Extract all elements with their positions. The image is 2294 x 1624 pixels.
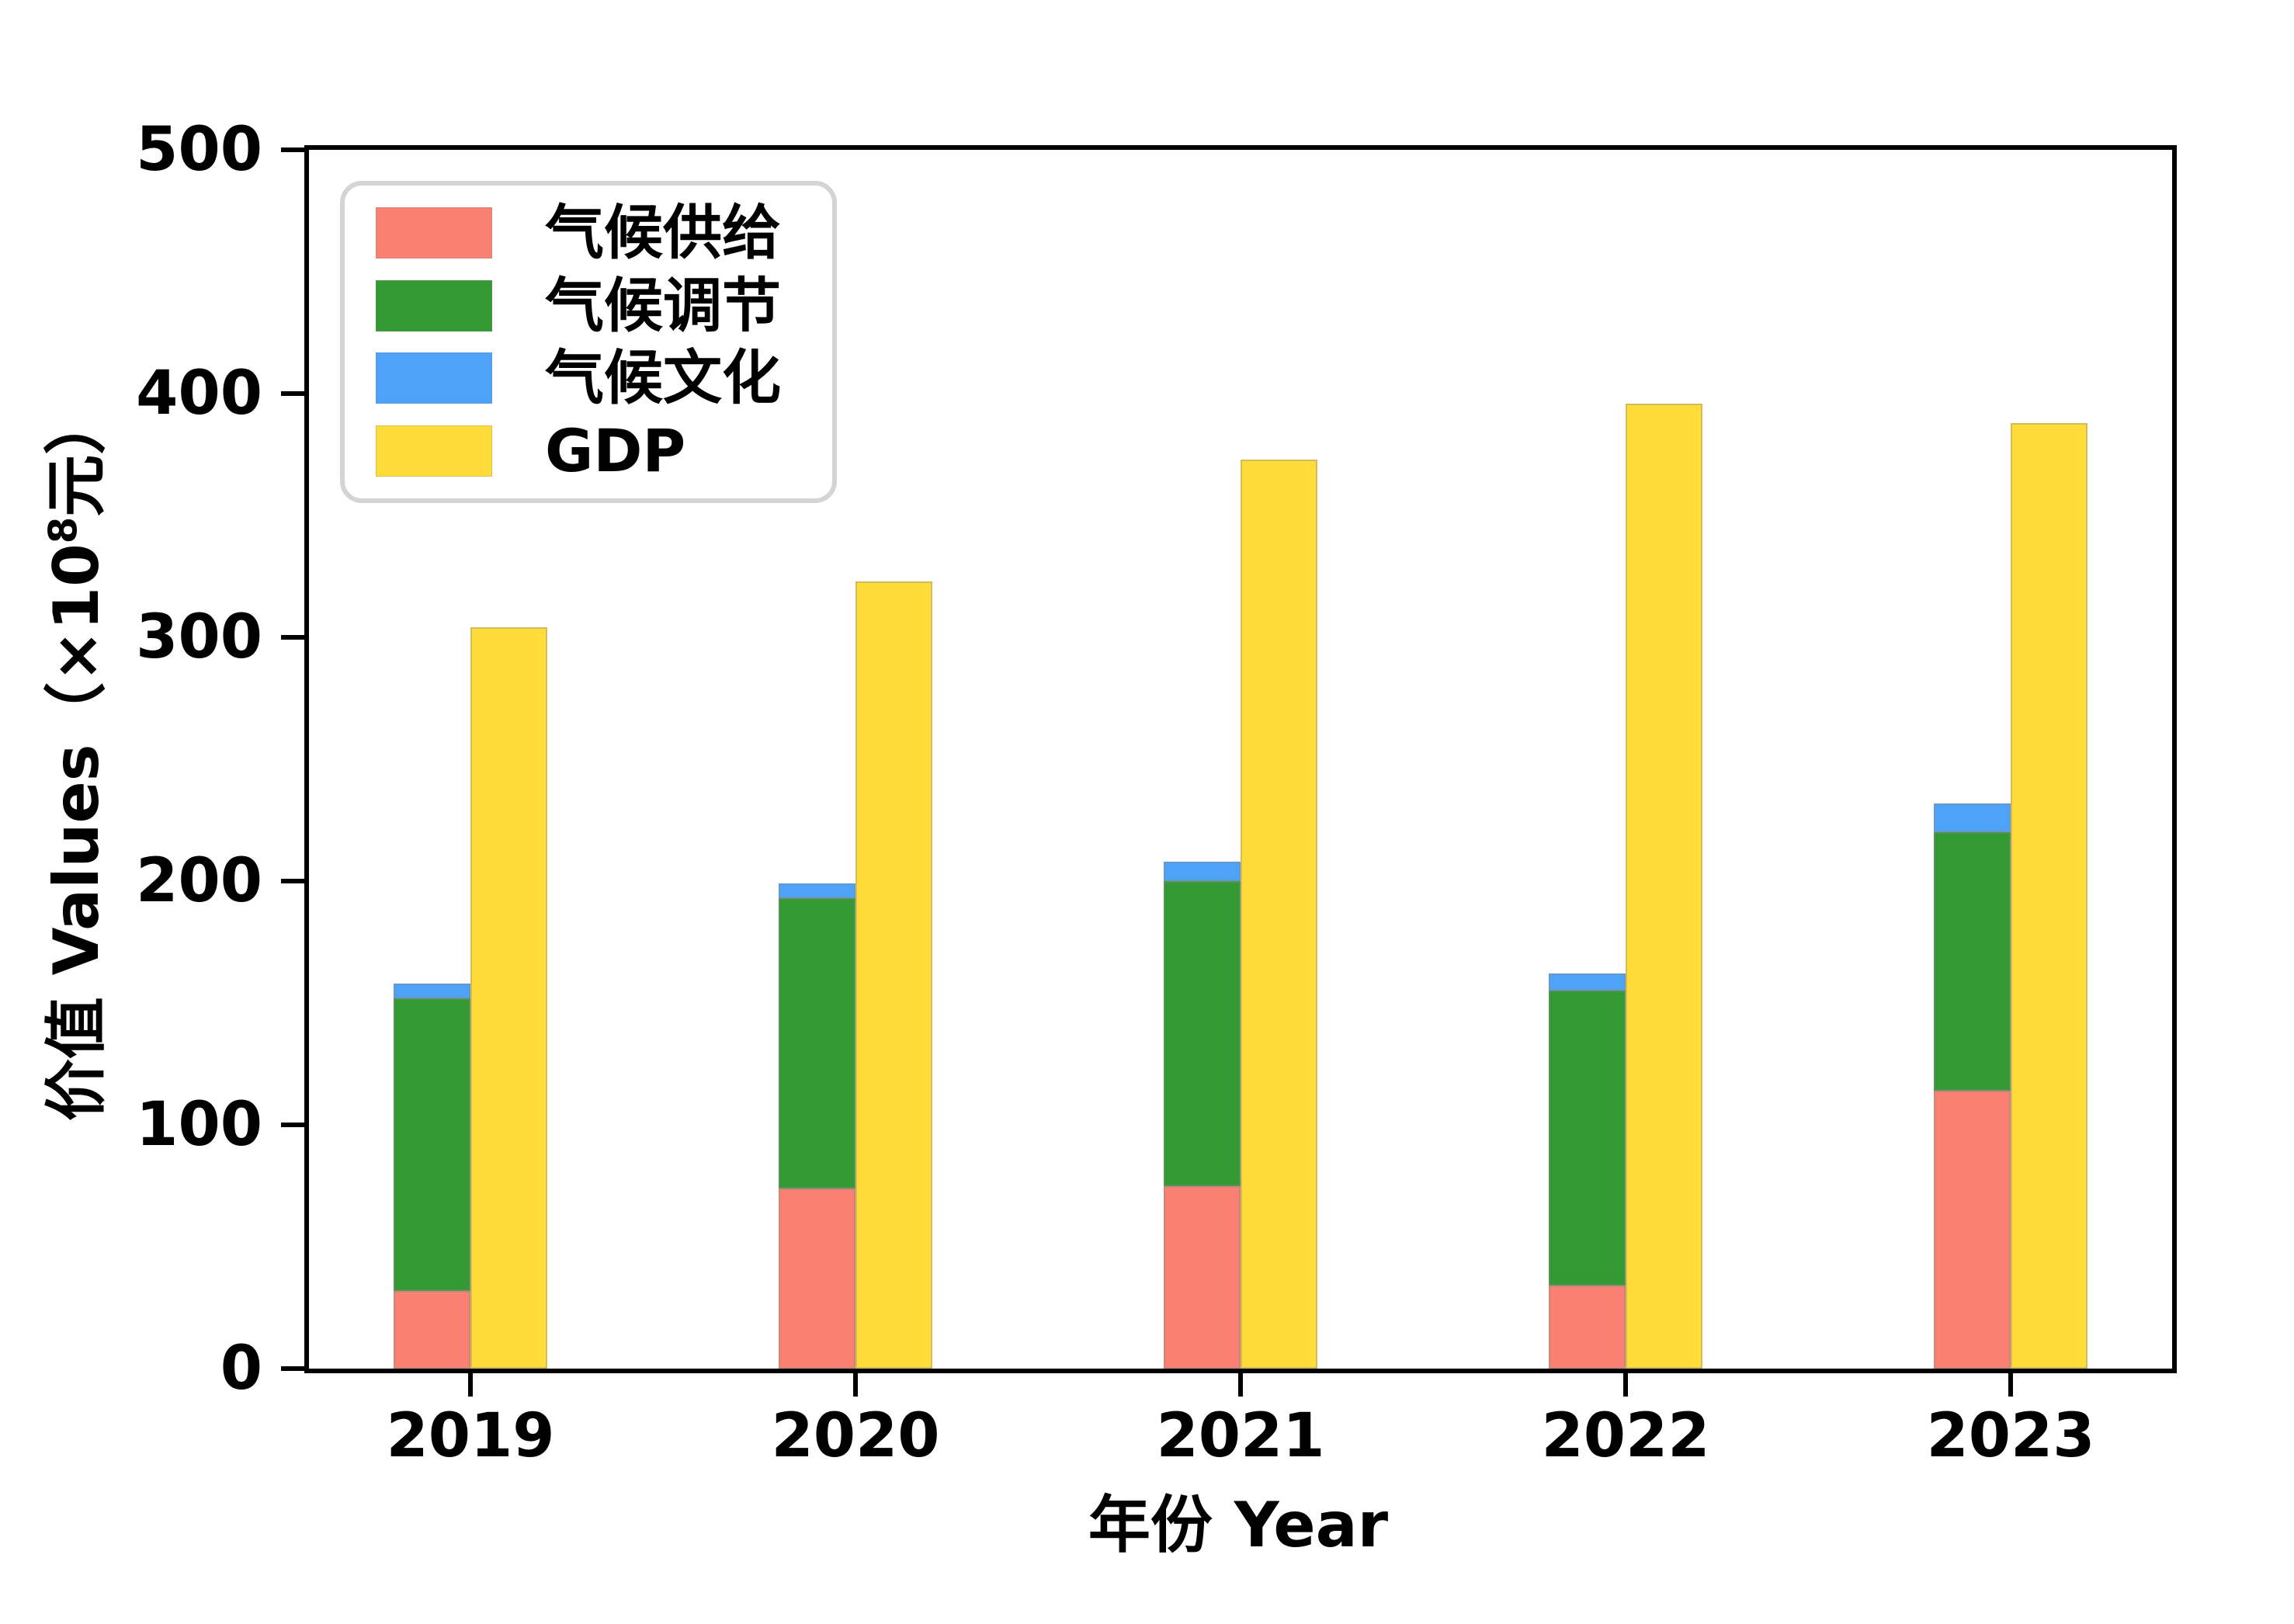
bar-segment-气候供给-2020	[779, 1188, 855, 1369]
y-tick	[281, 635, 304, 640]
legend-swatch-gdp	[376, 425, 492, 477]
x-tick	[1238, 1373, 1243, 1397]
y-tick	[281, 147, 304, 152]
x-tick	[1623, 1373, 1628, 1397]
bar-segment-气候文化-2023	[1934, 803, 2011, 833]
x-tick	[853, 1373, 858, 1397]
y-tick-label: 400	[136, 359, 262, 429]
x-tick	[468, 1373, 473, 1397]
legend-label: GDP	[545, 416, 686, 486]
bar-segment-气候供给-2023	[1934, 1091, 2011, 1369]
x-tick-label: 2020	[771, 1401, 940, 1471]
bar-GDP-2022	[1626, 403, 1702, 1369]
y-tick-label: 500	[136, 115, 262, 185]
plot-area: 气候供给 气候调节 气候文化 GDP	[304, 145, 2177, 1373]
legend-swatch-regulation	[376, 279, 492, 331]
x-tick-label: 2021	[1156, 1401, 1325, 1471]
bar-GDP-2023	[2011, 422, 2088, 1369]
legend-label: 气候文化	[545, 343, 781, 413]
bar-GDP-2019	[470, 627, 547, 1369]
y-tick-label: 200	[136, 846, 262, 916]
bar-segment-气候调节-2019	[394, 998, 470, 1291]
bars-layer	[309, 150, 2172, 1369]
bar-segment-气候文化-2019	[394, 983, 470, 998]
legend-entry: 气候文化	[376, 349, 832, 408]
legend-entry: 气候调节	[376, 276, 832, 335]
x-tick-label: 2019	[386, 1401, 555, 1471]
x-tick-label: 2022	[1541, 1401, 1710, 1471]
bar-segment-气候调节-2021	[1164, 881, 1241, 1186]
bar-segment-气候调节-2020	[779, 897, 855, 1189]
bar-segment-气候文化-2022	[1549, 973, 1626, 991]
x-tick	[2008, 1373, 2013, 1397]
legend-swatch-culture	[376, 352, 492, 404]
y-tick-label: 100	[136, 1090, 262, 1160]
bar-segment-气候供给-2021	[1164, 1185, 1241, 1369]
y-axis-label: 价值 Values（×108元）	[26, 393, 116, 1122]
y-tick	[281, 1366, 304, 1371]
y-tick	[281, 879, 304, 883]
bar-segment-气候供给-2022	[1549, 1286, 1626, 1369]
bar-segment-气候供给-2019	[394, 1290, 470, 1369]
legend-entry: GDP	[376, 422, 832, 481]
y-axis-label-sup: 8	[40, 516, 86, 544]
x-axis-label: 年份 Year	[1088, 1489, 1389, 1561]
legend: 气候供给 气候调节 气候文化 GDP	[340, 181, 837, 503]
legend-entry: 气候供给	[376, 203, 832, 262]
legend-swatch-supply	[376, 206, 492, 259]
bar-segment-气候调节-2022	[1549, 991, 1626, 1286]
y-tick	[281, 1123, 304, 1127]
bar-GDP-2021	[1241, 459, 1317, 1369]
bar-segment-气候调节-2023	[1934, 832, 2011, 1091]
bar-segment-气候文化-2020	[779, 883, 855, 898]
bar-segment-气候文化-2021	[1164, 861, 1241, 881]
x-tick-label: 2023	[1926, 1401, 2095, 1471]
bar-GDP-2020	[855, 581, 932, 1369]
legend-label: 气候供给	[545, 197, 781, 267]
legend-label: 气候调节	[545, 270, 781, 340]
y-tick-label: 300	[136, 602, 262, 672]
y-tick	[281, 391, 304, 396]
y-tick-label: 0	[220, 1334, 262, 1404]
